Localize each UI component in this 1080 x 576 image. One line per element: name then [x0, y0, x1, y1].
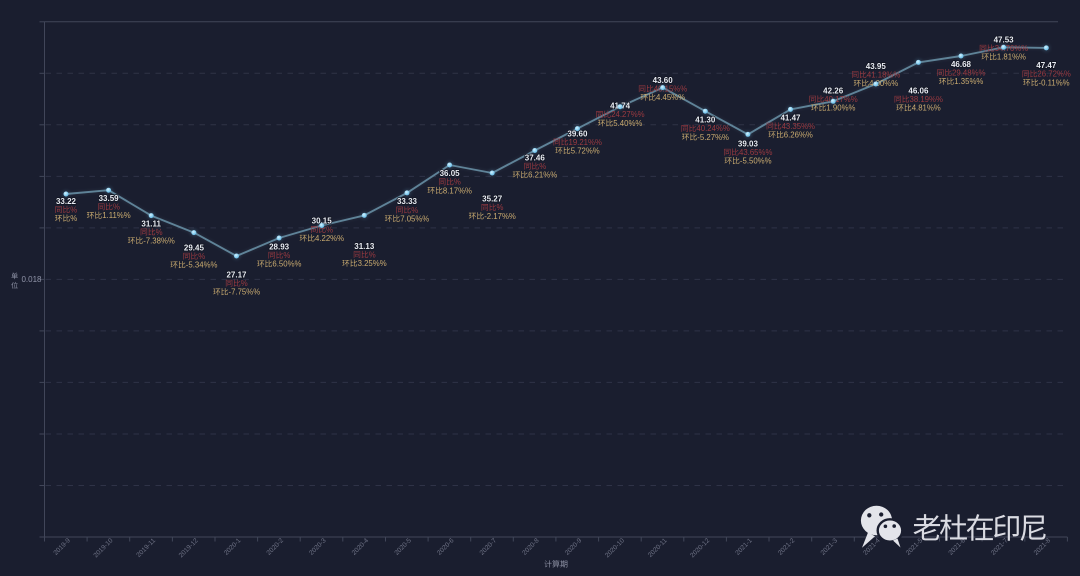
svg-text:4.45%%: 4.45%% [656, 93, 685, 102]
svg-text:-5.50%%: -5.50%% [740, 157, 772, 166]
svg-text:40.24%%: 40.24%% [696, 124, 729, 133]
svg-text:%: % [326, 225, 333, 234]
svg-text:1.81%%: 1.81%% [997, 53, 1026, 62]
svg-text:40.17%%: 40.17%% [824, 95, 857, 104]
svg-text:35.27: 35.27 [482, 195, 503, 204]
svg-text:%: % [156, 228, 163, 237]
svg-text:28.93: 28.93 [269, 242, 290, 251]
svg-text:31.13: 31.13 [354, 242, 375, 251]
svg-text:47.53: 47.53 [994, 36, 1015, 45]
svg-text:43.60: 43.60 [653, 76, 674, 85]
svg-text:19.21%%: 19.21%% [569, 138, 602, 147]
svg-text:%: % [113, 203, 120, 212]
svg-text:29.45: 29.45 [184, 244, 205, 253]
svg-text:5.40%%: 5.40%% [613, 119, 642, 128]
svg-text:38.19%%: 38.19%% [910, 95, 943, 104]
svg-text:31.11: 31.11 [141, 219, 161, 228]
svg-text:47.47: 47.47 [1036, 61, 1057, 70]
svg-text:33.33: 33.33 [397, 197, 418, 206]
svg-text:%: % [198, 252, 205, 261]
svg-text:-5.34%%: -5.34%% [186, 261, 218, 270]
svg-text:%: % [70, 205, 77, 214]
svg-text:%: % [283, 251, 290, 260]
svg-text:26.72%%: 26.72%% [1037, 70, 1070, 79]
svg-text:%: % [369, 250, 376, 259]
svg-text:%: % [497, 203, 504, 212]
svg-text:%: % [454, 178, 461, 187]
svg-text:-7.38%%: -7.38%% [143, 236, 175, 245]
svg-text:41.47: 41.47 [780, 113, 801, 122]
svg-text:%: % [241, 279, 248, 288]
svg-text:%: % [70, 214, 77, 223]
svg-text:-5.27%%: -5.27%% [697, 133, 729, 142]
svg-text:1.35%%: 1.35%% [954, 77, 983, 86]
svg-text:8.17%%: 8.17%% [443, 186, 472, 195]
svg-text:-2.17%%: -2.17%% [484, 212, 516, 221]
svg-text:37.46: 37.46 [525, 154, 546, 163]
svg-text:4.00%%: 4.00%% [869, 79, 898, 88]
svg-text:43.35%%: 43.35%% [782, 122, 815, 131]
svg-text:-7.75%%: -7.75%% [229, 288, 261, 297]
svg-text:39.60: 39.60 [567, 129, 588, 138]
svg-text:36.05: 36.05 [440, 169, 461, 178]
svg-text:46.68: 46.68 [951, 60, 972, 69]
svg-text:1.11%%: 1.11%% [102, 211, 131, 220]
svg-text:27.17: 27.17 [226, 271, 247, 280]
svg-text:30.15: 30.15 [312, 217, 333, 226]
svg-text:42.26: 42.26 [823, 86, 844, 95]
svg-text:33.59: 33.59 [99, 194, 120, 203]
svg-text:40.15%%: 40.15%% [654, 85, 687, 94]
svg-text:43.65%%: 43.65%% [739, 148, 772, 157]
svg-text:%: % [411, 206, 418, 215]
svg-text:41.18%%: 41.18%% [867, 70, 900, 79]
svg-text:%: % [539, 162, 546, 171]
svg-text:6.50%%: 6.50%% [272, 260, 301, 269]
svg-text:34.76%%: 34.76%% [995, 44, 1028, 53]
svg-text:7.05%%: 7.05%% [400, 214, 429, 223]
svg-text:-0.11%%: -0.11%% [1039, 78, 1070, 87]
svg-text:1.90%%: 1.90%% [826, 104, 855, 113]
svg-text:4.22%%: 4.22%% [315, 234, 344, 243]
svg-text:0.018: 0.018 [21, 275, 42, 284]
svg-text:33.22: 33.22 [56, 197, 77, 206]
svg-text:5.72%%: 5.72%% [571, 146, 600, 155]
svg-text:6.21%%: 6.21%% [528, 171, 557, 180]
svg-text:29.48%%: 29.48%% [952, 69, 985, 78]
svg-text:43.95: 43.95 [866, 62, 887, 71]
svg-text:6.26%%: 6.26%% [784, 131, 813, 140]
svg-text:24.27%%: 24.27%% [611, 110, 644, 119]
svg-text:41.30: 41.30 [695, 116, 716, 125]
svg-text:46.06: 46.06 [908, 87, 929, 96]
svg-text:3.25%%: 3.25%% [358, 259, 387, 268]
svg-text:4.81%%: 4.81%% [912, 104, 941, 113]
svg-text:39.03: 39.03 [738, 139, 759, 148]
